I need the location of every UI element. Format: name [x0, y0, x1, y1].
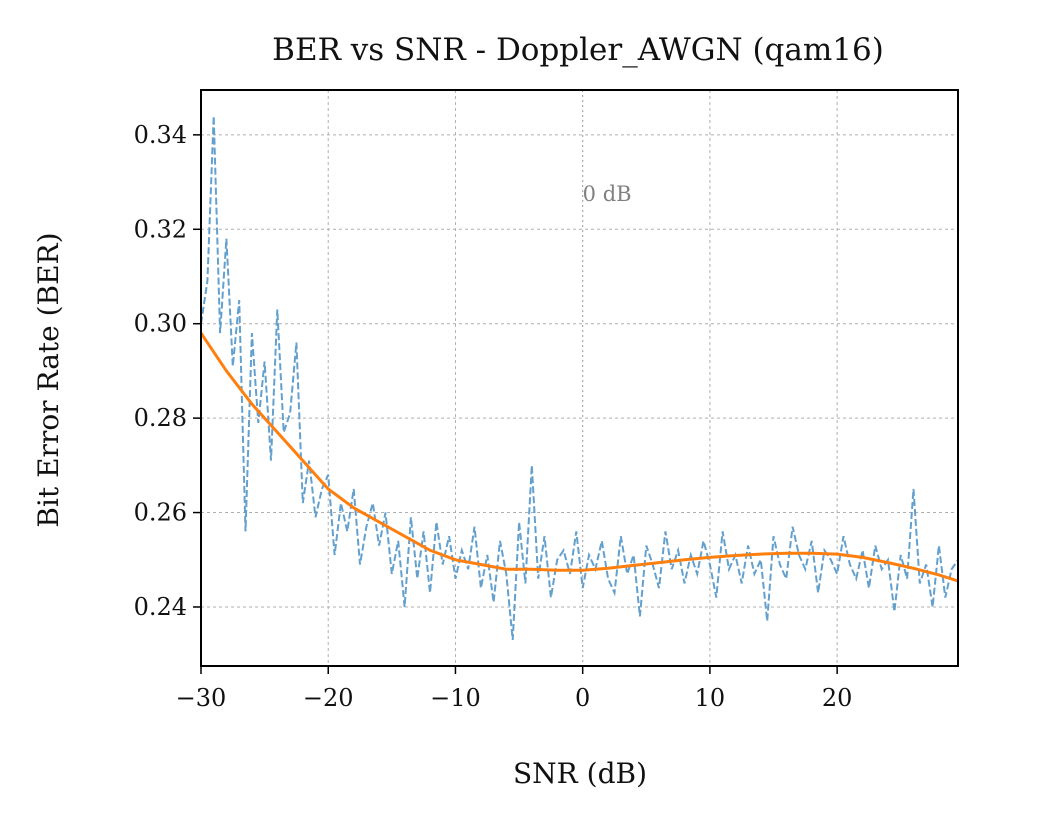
- x-tick-label: −20: [303, 684, 354, 712]
- x-ticks: −30 −20 −10 0 10 20: [176, 666, 853, 712]
- plot-frame: [200, 89, 959, 667]
- x-tick-label: −30: [176, 684, 227, 712]
- fitted-ber-curve: [201, 332, 958, 583]
- x-tick-label: 10: [695, 684, 726, 712]
- y-tick-label: 0.30: [134, 310, 187, 338]
- chart-title: BER vs SNR - Doppler_AWGN (qam16): [272, 32, 884, 68]
- x-tick-label: 20: [822, 684, 853, 712]
- x-tick-label: 0: [575, 684, 590, 712]
- grid: [200, 90, 958, 666]
- zero-db-annotation: 0 dB: [583, 182, 632, 206]
- x-axis-label: SNR (dB): [513, 757, 647, 790]
- y-tick-label: 0.34: [134, 121, 187, 149]
- y-tick-label: 0.26: [134, 499, 187, 527]
- noisy-ber-series: [201, 115, 958, 641]
- y-axis-label: Bit Error Rate (BER): [32, 232, 65, 527]
- y-tick-label: 0.28: [134, 404, 187, 432]
- x-tick-label: −10: [430, 684, 481, 712]
- y-tick-label: 0.24: [134, 593, 187, 621]
- y-tick-label: 0.32: [134, 215, 187, 243]
- y-ticks: 0.24 0.26 0.28 0.30 0.32 0.34: [134, 121, 201, 621]
